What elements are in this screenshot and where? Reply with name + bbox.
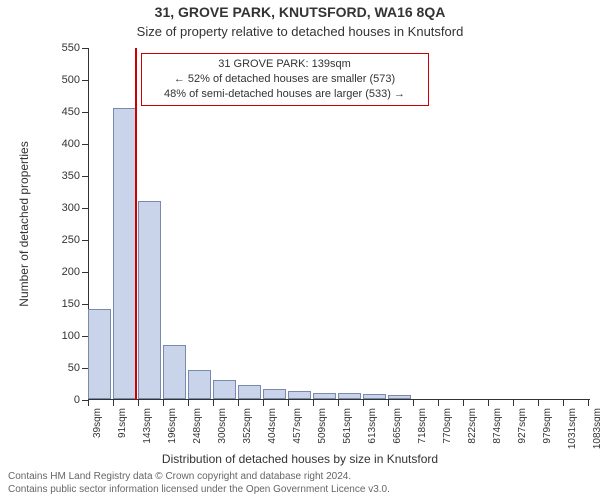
x-tick-label: 143sqm: [142, 408, 153, 444]
plot-area: 05010015020025030035040045050055039sqm91…: [88, 48, 590, 400]
x-tick-label: 404sqm: [267, 408, 278, 444]
x-tick: [513, 400, 514, 406]
callout-line: 31 GROVE PARK: 139sqm: [148, 57, 422, 72]
x-tick: [163, 400, 164, 406]
y-tick-label: 300: [40, 202, 80, 214]
histogram-bar: [263, 389, 286, 399]
page-subtitle: Size of property relative to detached ho…: [0, 24, 600, 39]
x-tick-label: 39sqm: [92, 408, 103, 438]
y-tick-label: 400: [40, 138, 80, 150]
x-tick-label: 300sqm: [217, 408, 228, 444]
y-tick-label: 200: [40, 266, 80, 278]
histogram-bar: [238, 385, 261, 399]
x-tick-label: 248sqm: [192, 408, 203, 444]
x-tick: [263, 400, 264, 406]
y-tick-label: 50: [40, 362, 80, 374]
y-tick-label: 100: [40, 330, 80, 342]
x-tick: [588, 400, 589, 406]
histogram-bar: [113, 108, 136, 399]
x-tick-label: 196sqm: [167, 408, 178, 444]
y-tick: [82, 304, 88, 305]
callout-box: 31 GROVE PARK: 139sqm← 52% of detached h…: [141, 53, 429, 106]
histogram-bar: [213, 380, 236, 399]
footer-line-1: Contains HM Land Registry data © Crown c…: [8, 471, 592, 484]
x-tick-label: 613sqm: [367, 408, 378, 444]
x-tick: [438, 400, 439, 406]
y-tick: [82, 208, 88, 209]
y-tick-label: 350: [40, 170, 80, 182]
histogram-bar: [313, 393, 336, 399]
x-tick-label: 509sqm: [317, 408, 328, 444]
x-tick-label: 979sqm: [542, 408, 553, 444]
y-axis-title: Number of detached properties: [17, 141, 31, 306]
x-tick-label: 91sqm: [117, 408, 128, 438]
x-tick: [113, 400, 114, 406]
x-tick-label: 665sqm: [392, 408, 403, 444]
x-tick: [363, 400, 364, 406]
y-tick-label: 450: [40, 106, 80, 118]
y-tick-label: 500: [40, 74, 80, 86]
x-tick-label: 770sqm: [442, 408, 453, 444]
y-tick: [82, 48, 88, 49]
histogram-bar: [138, 201, 161, 399]
x-tick: [213, 400, 214, 406]
x-tick: [413, 400, 414, 406]
y-tick: [82, 80, 88, 81]
y-tick-label: 0: [40, 394, 80, 406]
callout-line: 48% of semi-detached houses are larger (…: [148, 87, 422, 102]
y-tick: [82, 272, 88, 273]
x-tick: [88, 400, 89, 406]
page-title: 31, GROVE PARK, KNUTSFORD, WA16 8QA: [0, 4, 600, 20]
y-tick: [82, 176, 88, 177]
x-tick: [288, 400, 289, 406]
x-tick: [563, 400, 564, 406]
histogram-bar: [338, 393, 361, 399]
histogram-bar: [388, 395, 411, 399]
x-tick: [238, 400, 239, 406]
y-tick: [82, 144, 88, 145]
footer-line-2: Contains public sector information licen…: [8, 484, 592, 497]
y-tick-label: 150: [40, 298, 80, 310]
x-tick-label: 822sqm: [467, 408, 478, 444]
chart-wrap: 05010015020025030035040045050055039sqm91…: [60, 48, 590, 428]
histogram-bar: [288, 391, 311, 399]
x-tick-label: 1083sqm: [592, 408, 600, 449]
x-tick: [338, 400, 339, 406]
y-tick-label: 250: [40, 234, 80, 246]
x-axis-title: Distribution of detached houses by size …: [0, 452, 600, 466]
x-tick-label: 561sqm: [342, 408, 353, 444]
y-tick-label: 550: [40, 42, 80, 54]
x-tick-label: 352sqm: [242, 408, 253, 444]
histogram-bar: [363, 394, 386, 399]
callout-line: ← 52% of detached houses are smaller (57…: [148, 72, 422, 87]
x-tick: [488, 400, 489, 406]
x-tick-label: 457sqm: [292, 408, 303, 444]
x-tick-label: 718sqm: [417, 408, 428, 444]
histogram-bar: [88, 309, 111, 399]
x-tick: [138, 400, 139, 406]
y-tick: [82, 240, 88, 241]
x-tick: [388, 400, 389, 406]
x-tick: [313, 400, 314, 406]
x-tick: [538, 400, 539, 406]
x-tick-label: 927sqm: [517, 408, 528, 444]
x-tick: [188, 400, 189, 406]
histogram-bar: [163, 345, 186, 399]
footer: Contains HM Land Registry data © Crown c…: [8, 471, 592, 496]
x-tick-label: 874sqm: [492, 408, 503, 444]
y-tick: [82, 112, 88, 113]
chart-container: 31, GROVE PARK, KNUTSFORD, WA16 8QA Size…: [0, 0, 600, 500]
x-tick: [463, 400, 464, 406]
histogram-bar: [188, 370, 211, 399]
x-tick-label: 1031sqm: [567, 408, 578, 449]
highlight-marker-line: [135, 48, 137, 400]
